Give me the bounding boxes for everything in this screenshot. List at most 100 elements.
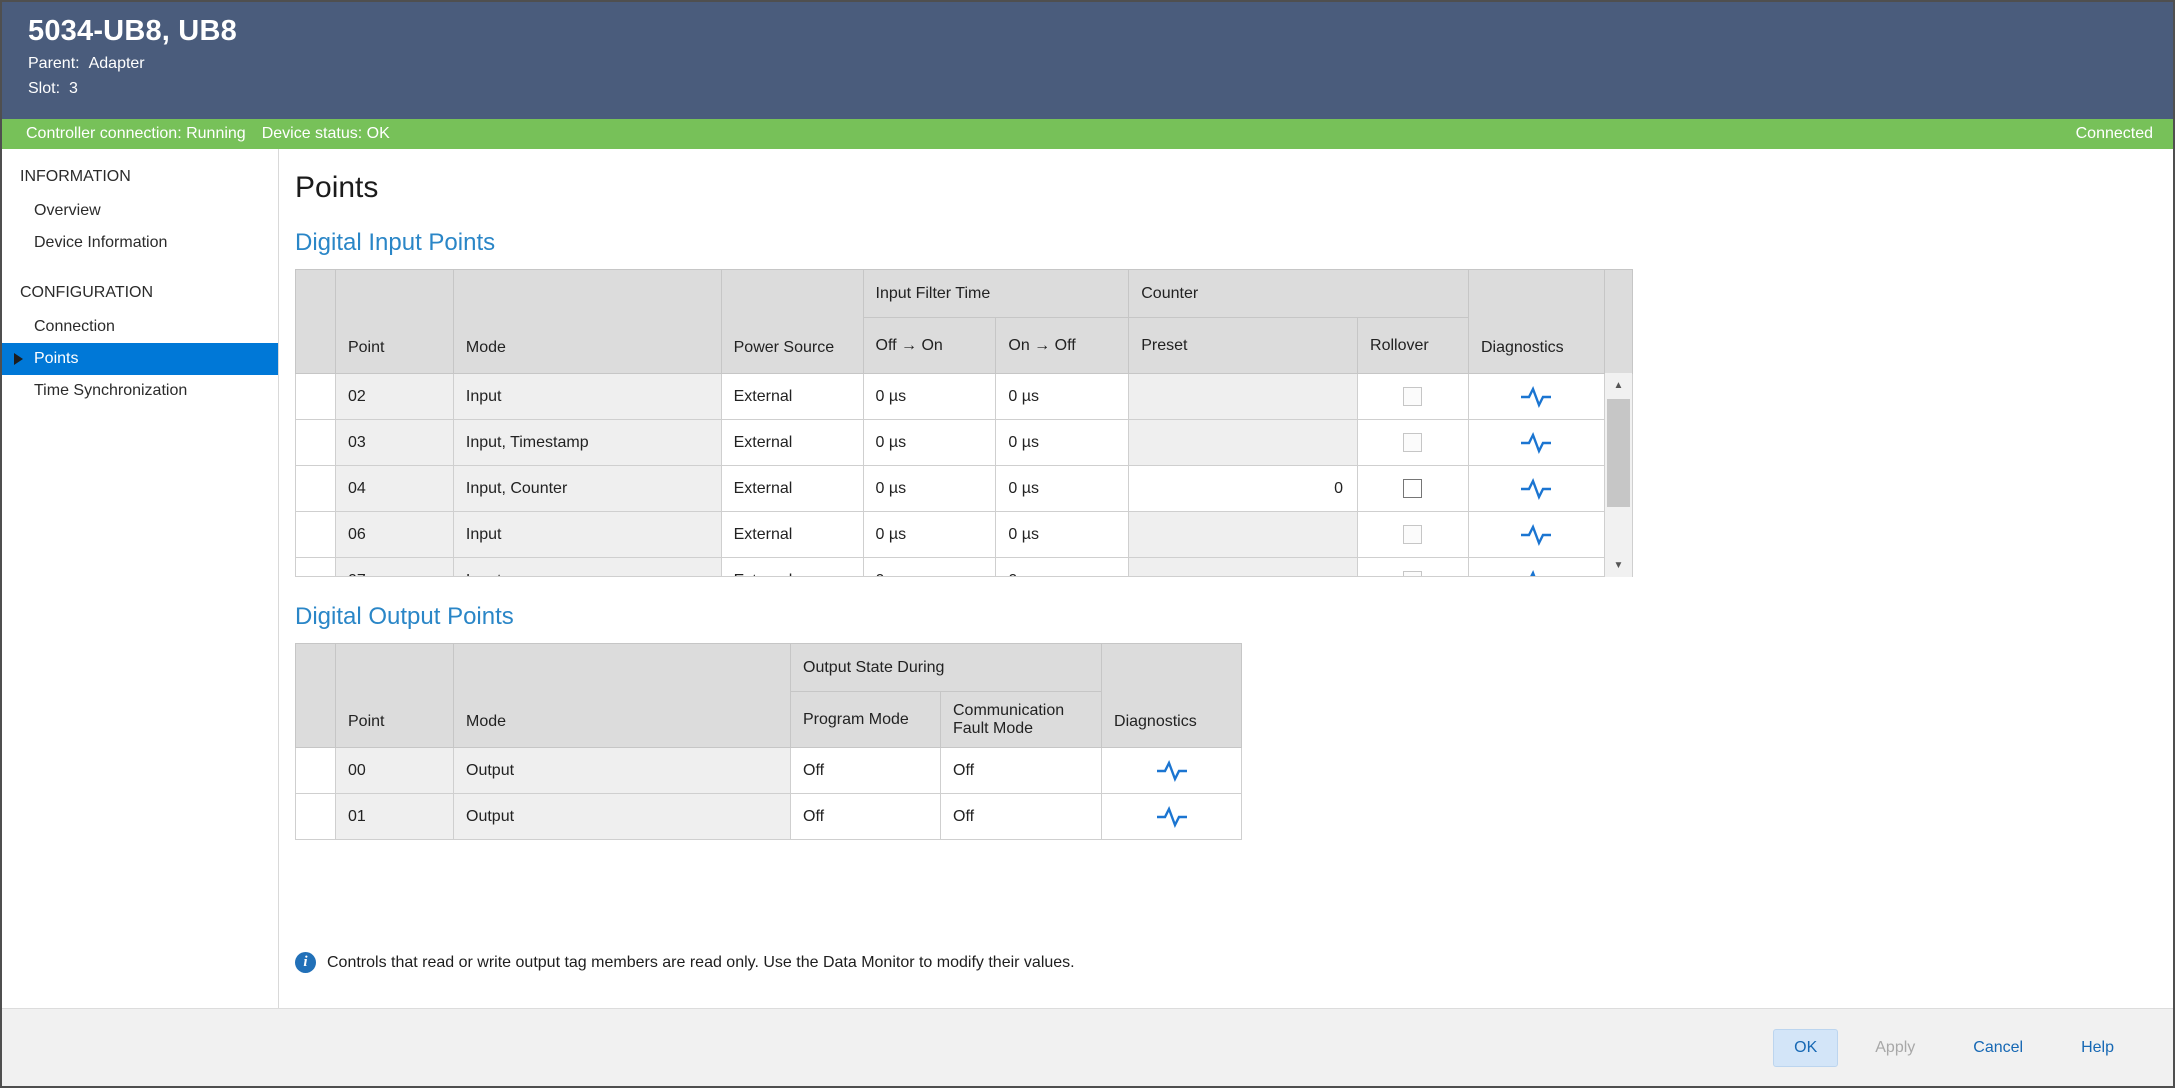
diagnostics-cell[interactable] <box>1102 748 1242 794</box>
mode-cell[interactable]: Input, Counter <box>453 466 721 512</box>
sidebar-item-device-information[interactable]: Device Information <box>2 227 278 259</box>
vertical-scrollbar[interactable]: ▲ ▼ <box>1605 373 1632 577</box>
info-icon: i <box>295 952 316 973</box>
diagnostics-pulse-icon <box>1155 806 1189 828</box>
on-off-cell[interactable]: 0 µs <box>996 466 1129 512</box>
diagnostics-column-header: Diagnostics <box>1102 644 1242 748</box>
row-selector[interactable] <box>296 420 336 466</box>
read-only-note-text: Controls that read or write output tag m… <box>327 954 1075 972</box>
off-on-cell[interactable]: 0 µs <box>863 512 996 558</box>
sidebar-item-connection[interactable]: Connection <box>2 311 278 343</box>
off-on-cell[interactable]: 0 µs <box>863 420 996 466</box>
power-source-column-header: Power Source <box>721 270 863 374</box>
preset-column-header: Preset <box>1129 318 1358 374</box>
parent-label: Parent: <box>28 55 80 72</box>
device-properties-dialog: 5034-UB8, UB8 Parent:Adapter Slot:3 Cont… <box>0 0 2175 1088</box>
digital-output-points-title: Digital Output Points <box>295 603 2153 631</box>
point-cell: 02 <box>335 374 453 420</box>
row-selector[interactable] <box>296 748 336 794</box>
device-title: 5034-UB8, UB8 <box>28 15 2147 48</box>
diagnostics-pulse-icon <box>1155 760 1189 782</box>
rollover-cell <box>1358 558 1469 578</box>
diagnostics-cell[interactable] <box>1468 512 1604 558</box>
mode-cell[interactable]: Input <box>453 558 721 578</box>
preset-cell <box>1129 374 1358 420</box>
apply-button[interactable]: Apply <box>1854 1029 1936 1067</box>
parent-row: Parent:Adapter <box>28 55 2147 73</box>
sidebar-item-time-synchronization[interactable]: Time Synchronization <box>2 375 278 407</box>
program-mode-cell[interactable]: Off <box>791 794 941 840</box>
scrollbar-thumb[interactable] <box>1607 399 1630 507</box>
rollover-checkbox <box>1403 387 1422 406</box>
diagnostics-cell[interactable] <box>1102 794 1242 840</box>
power-source-cell[interactable]: External <box>721 558 863 578</box>
mode-cell[interactable]: Output <box>454 748 791 794</box>
row-selector[interactable] <box>296 558 336 578</box>
footer: OK Apply Cancel Help <box>2 1008 2173 1086</box>
communication-fault-mode-cell[interactable]: Off <box>941 794 1102 840</box>
on-off-cell[interactable]: 0 µs <box>996 512 1129 558</box>
off-on-cell[interactable]: 0 µs <box>863 558 996 578</box>
diagnostics-cell[interactable] <box>1468 466 1604 512</box>
input-filter-time-group-header: Input Filter Time <box>863 270 1129 318</box>
page-title: Points <box>295 171 2153 205</box>
point-cell: 01 <box>336 794 454 840</box>
cancel-button[interactable]: Cancel <box>1952 1029 2044 1067</box>
point-column-header: Point <box>335 270 453 374</box>
off-on-cell[interactable]: 0 µs <box>863 374 996 420</box>
diagnostics-pulse-icon <box>1519 570 1553 578</box>
digital-input-points-title: Digital Input Points <box>295 229 2153 257</box>
program-mode-cell[interactable]: Off <box>791 748 941 794</box>
row-selector[interactable] <box>296 374 336 420</box>
input-table-row: 04 Input, Counter External 0 µs 0 µs 0 <box>296 466 1633 512</box>
on-off-cell[interactable]: 0 µs <box>996 374 1129 420</box>
power-source-cell[interactable]: External <box>721 420 863 466</box>
diagnostics-cell[interactable] <box>1468 558 1604 578</box>
preset-cell[interactable]: 0 <box>1129 466 1358 512</box>
ok-button[interactable]: OK <box>1773 1029 1838 1067</box>
row-selector[interactable] <box>296 512 336 558</box>
program-mode-column-header: Program Mode <box>791 692 941 748</box>
diagnostics-cell[interactable] <box>1468 420 1604 466</box>
rollover-checkbox[interactable] <box>1403 479 1422 498</box>
row-selector[interactable] <box>296 794 336 840</box>
input-table-row: 02 Input External 0 µs 0 µs <box>296 374 1633 420</box>
mode-cell[interactable]: Input <box>453 374 721 420</box>
sidebar-item-points[interactable]: Points <box>2 343 278 375</box>
communication-fault-mode-cell[interactable]: Off <box>941 748 1102 794</box>
digital-input-table-clip: Point Mode Power Source Input Filter Tim… <box>295 269 1633 577</box>
diagnostics-pulse-icon <box>1519 524 1553 546</box>
power-source-cell[interactable]: External <box>721 374 863 420</box>
mode-cell[interactable]: Input, Timestamp <box>453 420 721 466</box>
digital-input-table-wrap: Point Mode Power Source Input Filter Tim… <box>295 269 1633 577</box>
header: 5034-UB8, UB8 Parent:Adapter Slot:3 <box>2 2 2173 119</box>
off-on-cell[interactable]: 0 µs <box>863 466 996 512</box>
scroll-up-button[interactable]: ▲ <box>1605 373 1632 397</box>
point-cell: 03 <box>335 420 453 466</box>
diagnostics-cell[interactable] <box>1468 374 1604 420</box>
sidebar-item-overview[interactable]: Overview <box>2 195 278 227</box>
input-table-row: 07 Input External 0 µs 0 µs <box>296 558 1633 578</box>
power-source-cell[interactable]: External <box>721 466 863 512</box>
off-to-on-column-header: Off → On <box>863 318 996 374</box>
dialog-body: INFORMATION Overview Device Information … <box>2 149 2173 1008</box>
selected-item-arrow-icon <box>14 353 23 365</box>
point-column-header: Point <box>336 644 454 748</box>
help-button[interactable]: Help <box>2060 1029 2135 1067</box>
row-selector[interactable] <box>296 466 336 512</box>
input-table-row: 06 Input External 0 µs 0 µs <box>296 512 1633 558</box>
connection-state: Connected <box>2076 125 2153 143</box>
mode-cell[interactable]: Input <box>453 512 721 558</box>
scroll-down-button[interactable]: ▼ <box>1605 553 1632 577</box>
preset-cell <box>1129 512 1358 558</box>
mode-cell[interactable]: Output <box>454 794 791 840</box>
power-source-cell[interactable]: External <box>721 512 863 558</box>
diagnostics-pulse-icon <box>1519 386 1553 408</box>
device-status: Device status: OK <box>262 125 390 143</box>
on-off-cell[interactable]: 0 µs <box>996 420 1129 466</box>
diagnostics-column-header: Diagnostics <box>1468 270 1604 374</box>
preset-cell <box>1129 558 1358 578</box>
point-cell: 07 <box>335 558 453 578</box>
slot-row: Slot:3 <box>28 80 2147 98</box>
on-off-cell[interactable]: 0 µs <box>996 558 1129 578</box>
